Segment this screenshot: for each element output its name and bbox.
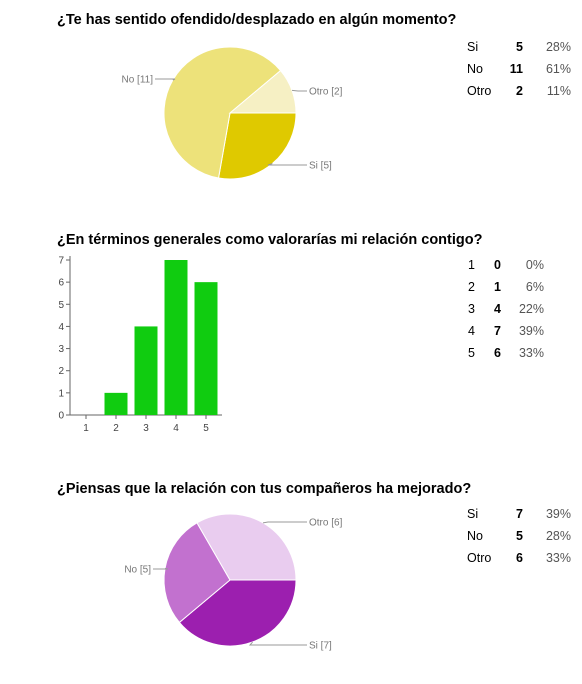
pie-slice-label: Si [7] [309,641,332,652]
option-label: 4 [468,320,486,342]
question-1-stats-table: Si 5 28% No 11 61% Otro 2 11% [467,36,571,102]
option-count: 6 [503,547,523,569]
option-count: 2 [503,80,523,102]
table-row: 4 7 39% [468,320,544,342]
bar-3 [135,326,158,415]
option-label: 1 [468,254,486,276]
x-tick-label: 4 [173,423,179,434]
option-label: No [467,525,503,547]
option-count: 1 [486,276,501,298]
option-percent: 6% [501,276,544,298]
x-tick-label: 5 [203,423,209,434]
option-count: 5 [503,525,523,547]
question-2-title: ¿En términos generales como valorarías m… [57,232,482,248]
table-row: 3 4 22% [468,298,544,320]
table-row: 2 1 6% [468,276,544,298]
table-row: 1 0 0% [468,254,544,276]
option-percent: 39% [501,320,544,342]
table-row: Si 7 39% [467,503,571,525]
y-tick-label: 2 [58,366,64,377]
y-tick-label: 6 [58,278,64,289]
table-row: No 5 28% [467,525,571,547]
table-row: 5 6 33% [468,342,544,364]
option-count: 4 [486,298,501,320]
option-count: 6 [486,342,501,364]
option-percent: 28% [523,525,571,547]
pie-leader-line [155,79,175,80]
option-count: 7 [486,320,501,342]
option-label: Otro [467,547,503,569]
pie-leader-line [268,164,307,165]
y-tick-label: 7 [58,256,64,267]
pie-leader-line [292,90,307,91]
option-label: No [467,58,503,80]
pie-slice-no [164,523,230,623]
bar-2 [105,393,128,415]
option-count: 5 [503,36,523,58]
option-percent: 0% [501,254,544,276]
question-2-stats-table: 1 0 0% 2 1 6% 3 4 22% 4 7 39% 5 6 33% [468,254,544,364]
option-percent: 61% [523,58,571,80]
table-row: Si 5 28% [467,36,571,58]
pie-slice-si [219,113,296,179]
option-label: 2 [468,276,486,298]
y-tick-label: 4 [58,322,64,333]
question-3-stats-table: Si 7 39% No 5 28% Otro 6 33% [467,503,571,569]
y-tick-label: 3 [58,344,64,355]
pie-slice-label: No [11] [122,75,154,86]
pie-slice-si [179,580,296,646]
pie-slice-otro [197,514,296,580]
question-3-title: ¿Piensas que la relación con tus compañe… [57,481,471,497]
pie-slice-label: No [5] [124,565,151,576]
option-percent: 11% [523,80,571,102]
option-percent: 33% [501,342,544,364]
option-label: Si [467,503,503,525]
table-row: Otro 6 33% [467,547,571,569]
pie-slice-label: Otro [6] [309,518,343,529]
option-count: 0 [486,254,501,276]
option-percent: 33% [523,547,571,569]
option-count: 11 [503,58,523,80]
pie-slice-label: Si [5] [309,161,332,172]
option-percent: 39% [523,503,571,525]
pie-slice-label: Otro [2] [309,87,343,98]
x-tick-label: 2 [113,423,119,434]
option-label: 5 [468,342,486,364]
table-row: No 11 61% [467,58,571,80]
y-tick-label: 5 [58,300,64,311]
pie-leader-line [263,522,307,523]
option-label: Otro [467,80,503,102]
bar-4 [165,260,188,415]
pie-leader-line [250,642,307,645]
y-tick-label: 0 [58,411,64,422]
option-label: Si [467,36,503,58]
y-tick-label: 1 [58,388,64,399]
x-tick-label: 3 [143,423,149,434]
x-tick-label: 1 [83,423,89,434]
table-row: Otro 2 11% [467,80,571,102]
option-label: 3 [468,298,486,320]
option-count: 7 [503,503,523,525]
option-percent: 28% [523,36,571,58]
option-percent: 22% [501,298,544,320]
bar-5 [195,282,218,415]
question-1-section: ¿Te has sentido ofendido/desplazado en a… [0,0,582,200]
